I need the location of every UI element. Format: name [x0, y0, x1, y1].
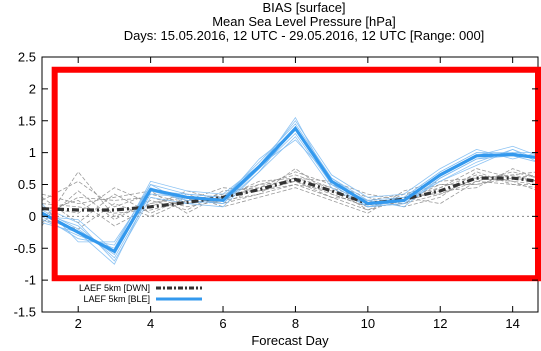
series-lines	[41, 125, 539, 254]
gray-member-line-6	[41, 180, 538, 230]
y-tick-label-4: 0.5	[18, 177, 36, 192]
legend-label-ble: LAEF 5km [BLE]	[83, 294, 150, 304]
x-tick-label-4: 10	[361, 316, 375, 331]
y-tick-label-8: 2.5	[18, 50, 36, 65]
series-line-ble	[41, 125, 539, 254]
y-tick-label-7: 2	[29, 81, 36, 96]
highlight-box	[51, 66, 541, 282]
chart-title-line-2: Mean Sea Level Pressure [hPa]	[212, 14, 396, 29]
y-tick-label-2: -0.5	[14, 241, 36, 256]
x-tick-label-1: 4	[147, 316, 154, 331]
blue-member-line-0	[41, 132, 539, 256]
legend-label-dwn: LAEF 5km [DWN]	[79, 283, 150, 293]
blue-member-line-6	[41, 139, 538, 265]
legend: LAEF 5km [DWN] LAEF 5km [BLE]	[79, 282, 206, 305]
chart-titles: BIAS [surface] Mean Sea Level Pressure […	[124, 0, 485, 43]
x-tick-label-5: 12	[433, 316, 447, 331]
gray-member-line-8	[41, 177, 539, 214]
chart-title-line-3: Days: 15.05.2016, 12 UTC - 29.05.2016, 1…	[124, 28, 485, 43]
y-axis-ticks: -1.5 -1 -0.5 0 0.5 1 1.5 2 2.5	[14, 50, 538, 320]
ensemble-members	[41, 116, 539, 265]
x-axis-label: Forecast Day	[251, 333, 329, 348]
x-tick-label-0: 2	[75, 316, 82, 331]
y-tick-label-5: 1	[29, 145, 36, 160]
gray-member-line-3	[41, 171, 539, 224]
blue-member-line-3	[41, 120, 539, 249]
y-tick-label-3: 0	[29, 209, 36, 224]
gray-member-line-4	[41, 171, 539, 214]
gray-member-line-9	[41, 171, 539, 227]
y-tick-label-0: -1.5	[14, 305, 36, 320]
y-tick-label-1: -1	[24, 273, 36, 288]
gray-member-line-1	[41, 171, 539, 217]
x-tick-label-6: 14	[505, 316, 519, 331]
x-axis-ticks: 2 4 6 8 10 12 14	[75, 57, 520, 331]
chart-title-line-1: BIAS [surface]	[262, 0, 345, 15]
highlight-rectangle	[51, 66, 541, 282]
gray-member-line-7	[41, 168, 539, 227]
series-line-dwn	[41, 176, 539, 212]
y-tick-label-6: 1.5	[18, 113, 36, 128]
x-tick-label-3: 8	[292, 316, 299, 331]
x-tick-label-2: 6	[219, 316, 226, 331]
